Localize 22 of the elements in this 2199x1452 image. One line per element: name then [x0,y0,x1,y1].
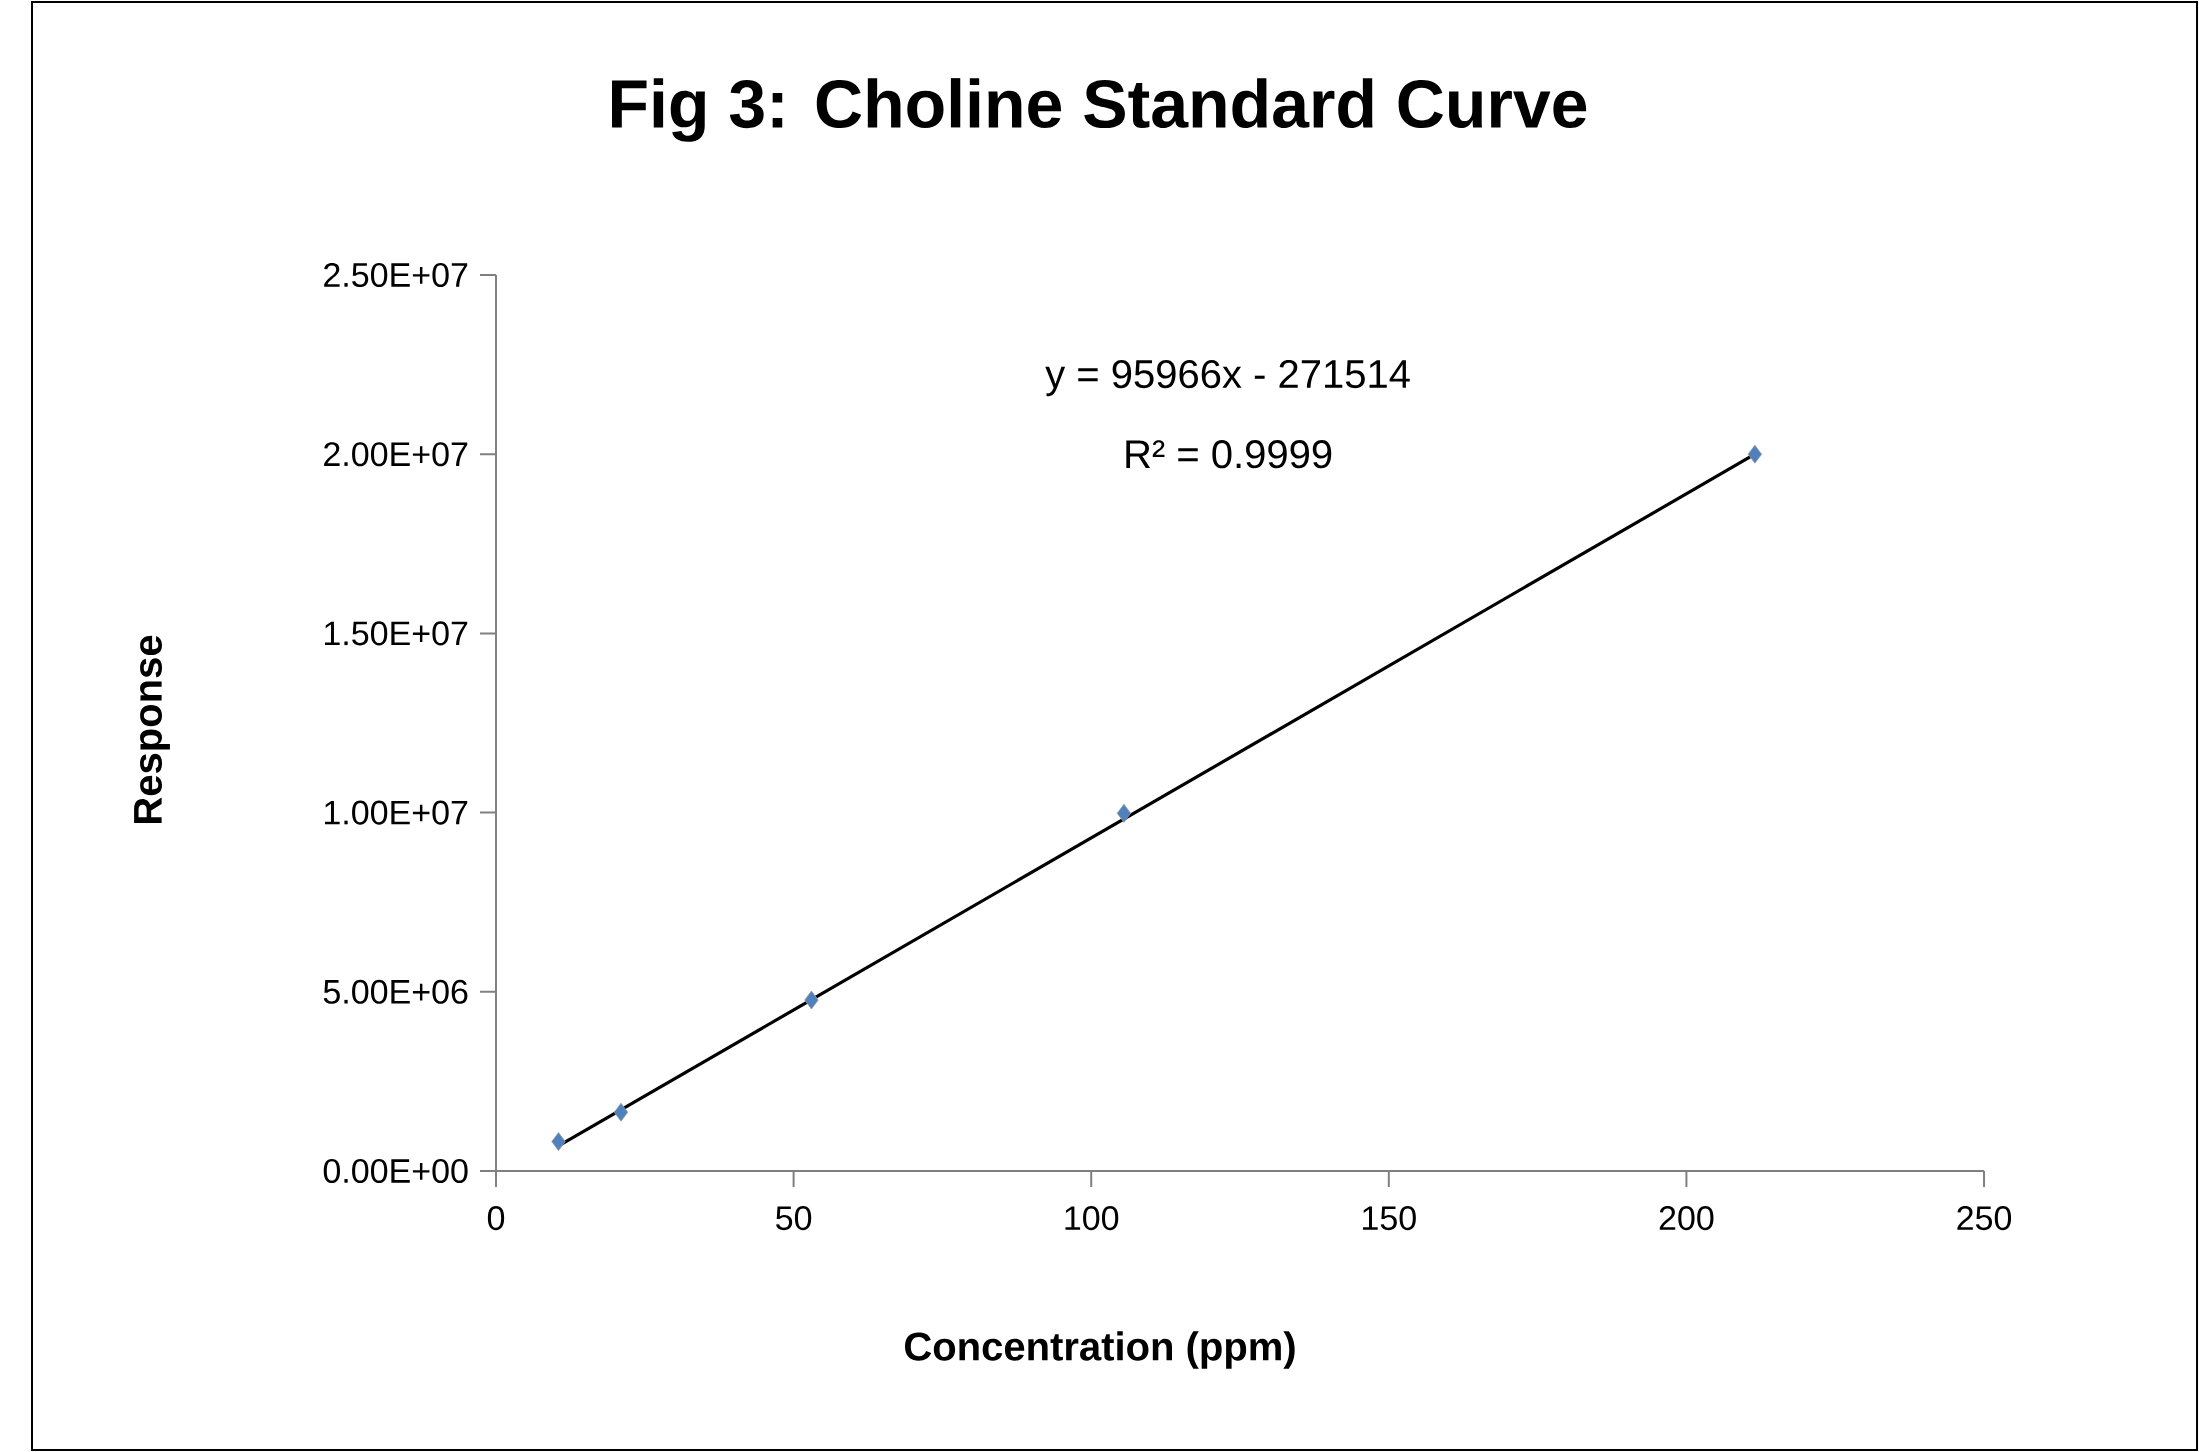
x-tick-label: 150 [1363,1206,1416,1231]
point [1747,444,1763,464]
x-tick-label: 50 [776,1206,812,1231]
chart-title: Fig 3: Choline Standard Curve [612,78,1587,142]
x-tick-label: 250 [1957,1206,2012,1231]
y-tick-label: 2.00E+07 [324,442,468,467]
point [1116,803,1132,823]
y-tick-label: 1.50E+07 [325,621,468,646]
y-tick-label: 2.50E+07 [324,262,468,288]
annotation: R² = 0.9999 [1126,440,1332,469]
point [551,1132,566,1152]
x-tick-label: 100 [1065,1206,1119,1231]
y-tick-label: 1.00E+07 [325,800,468,825]
x-tick-label: 0 [487,1206,505,1231]
annotation: y = 95966x - 271514 [1045,359,1410,397]
x-tick-label: 200 [1659,1206,1714,1231]
point [613,1102,629,1122]
y-tick-label: 5.00E+06 [323,979,468,1004]
point [804,990,819,1010]
x-axis-title: Concentration (ppm) [904,1331,1295,1369]
y-tick-label: 0.00E+00 [323,1158,468,1184]
y-axis-title: Response [134,635,170,823]
